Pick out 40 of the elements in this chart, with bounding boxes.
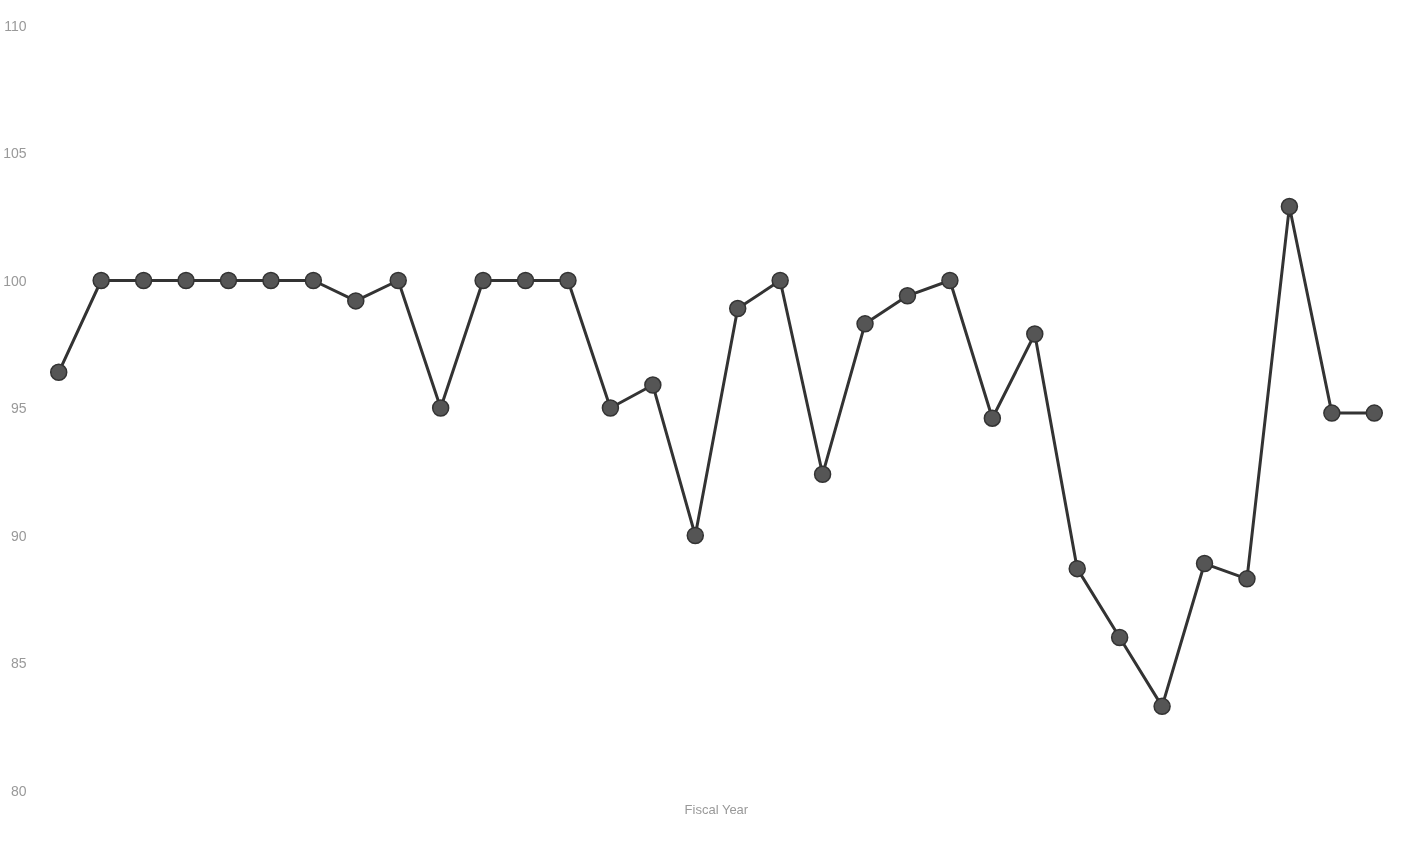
y-tick-label: 100	[3, 272, 27, 289]
x-axis-title: Fiscal Year	[684, 801, 749, 817]
y-tick-label: 90	[10, 527, 27, 544]
point	[49, 363, 68, 382]
point	[219, 271, 238, 290]
point	[1365, 404, 1384, 422]
point	[177, 271, 195, 290]
point	[601, 399, 620, 417]
point	[1280, 197, 1299, 216]
point	[941, 271, 959, 290]
point	[474, 271, 492, 290]
y-tick-label: 80	[10, 782, 27, 799]
point	[1153, 697, 1171, 716]
point	[431, 399, 450, 417]
point	[728, 299, 747, 318]
point	[686, 526, 705, 545]
point	[1323, 404, 1341, 422]
y-tick-label: 105	[3, 145, 27, 161]
y-tick-label: 110	[4, 17, 27, 34]
point	[389, 271, 407, 290]
y-tick-label: 95	[10, 400, 27, 416]
point	[898, 287, 917, 305]
point	[1110, 628, 1129, 647]
point	[644, 376, 662, 394]
point	[92, 271, 110, 290]
point	[1068, 559, 1086, 578]
point	[134, 271, 153, 290]
point	[771, 271, 789, 290]
point	[262, 271, 280, 290]
point	[1238, 570, 1256, 588]
point	[516, 271, 535, 290]
point	[856, 315, 874, 333]
point	[1026, 325, 1044, 343]
point	[304, 271, 323, 290]
point	[983, 409, 1002, 427]
y-tick-label: 85	[10, 655, 27, 671]
point	[1195, 554, 1214, 573]
point	[347, 292, 365, 310]
point	[559, 271, 577, 290]
point	[813, 465, 832, 484]
